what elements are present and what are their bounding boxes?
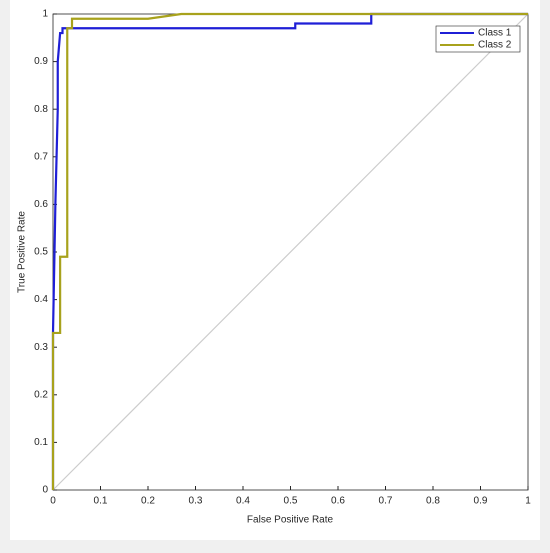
reference-diagonal xyxy=(52,13,529,491)
x-tick-label: 0.1 xyxy=(94,496,108,507)
x-tick-label: 0.2 xyxy=(141,496,155,507)
legend-box xyxy=(435,25,521,53)
x-tick-label: 0.9 xyxy=(474,496,488,507)
legend-label: Class 1 xyxy=(478,28,512,39)
x-tick-label: 0.3 xyxy=(189,496,203,507)
y-tick-label: 0.1 xyxy=(34,437,48,448)
y-tick-label: 0.4 xyxy=(34,294,48,305)
roc-line xyxy=(51,12,528,490)
x-tick-label: 0.6 xyxy=(331,496,345,507)
legend-label: Class 2 xyxy=(478,40,512,51)
x-tick-label: 0 xyxy=(50,496,56,507)
y-tick-label: 0.2 xyxy=(34,389,48,400)
y-tick-label: 0.9 xyxy=(34,56,48,67)
y-tick-label: 0.7 xyxy=(34,151,48,162)
x-tick-label: 0.4 xyxy=(236,496,250,507)
x-tick-label: 0.8 xyxy=(426,496,440,507)
y-tick-label: 1 xyxy=(42,9,48,20)
x-tick-label: 0.7 xyxy=(379,496,393,507)
y-tick-label: 0 xyxy=(42,485,48,496)
y-tick-label: 0.8 xyxy=(34,104,48,115)
y-tick-label: 0.5 xyxy=(34,247,48,258)
roc-line xyxy=(51,12,528,490)
x-tick-label: 0.5 xyxy=(284,496,298,507)
y-tick-label: 0.3 xyxy=(34,342,48,353)
x-tick-label: 1 xyxy=(525,496,531,507)
y-axis-label: True Positive Rate xyxy=(17,211,28,293)
y-tick-label: 0.6 xyxy=(34,199,48,210)
x-axis-label: False Positive Rate xyxy=(247,515,334,526)
